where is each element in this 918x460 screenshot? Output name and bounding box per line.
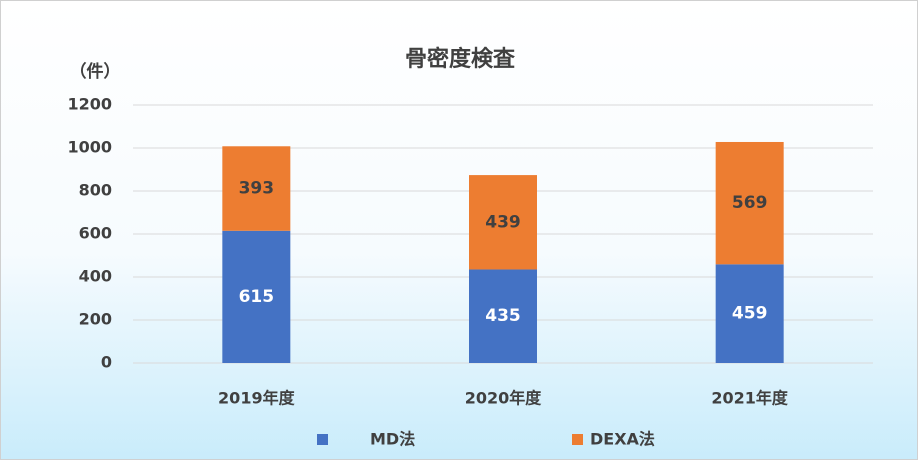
- legend-marker: [317, 434, 328, 445]
- data-label: 569: [732, 193, 768, 213]
- bar: [715, 141, 784, 265]
- legend-label: MD法: [370, 430, 415, 449]
- bar: [469, 269, 537, 363]
- data-label: 393: [239, 179, 275, 199]
- data-label: 439: [485, 212, 521, 232]
- bar: [222, 146, 291, 231]
- bar: [715, 264, 784, 363]
- legend-marker: [572, 434, 583, 445]
- y-tick-label: 1200: [67, 95, 112, 114]
- y-tick-label: 400: [79, 267, 112, 286]
- y-axis-label: （件）: [70, 61, 121, 82]
- data-label: 615: [239, 287, 275, 307]
- bar: [222, 230, 291, 363]
- data-label: 435: [485, 306, 521, 326]
- data-label: 459: [732, 304, 768, 324]
- y-tick-label: 600: [79, 224, 112, 243]
- x-tick-label: 2020年度: [465, 389, 543, 408]
- chart-title: 骨密度検査: [405, 46, 516, 72]
- y-tick-label: 0: [101, 353, 112, 372]
- y-tick-label: 1000: [67, 138, 112, 157]
- y-tick-label: 800: [79, 181, 112, 200]
- bar: [469, 175, 537, 270]
- y-tick-label: 200: [79, 310, 112, 329]
- x-tick-label: 2021年度: [711, 389, 789, 408]
- legend-label: DEXA法: [590, 430, 655, 449]
- x-tick-label: 2019年度: [218, 389, 296, 408]
